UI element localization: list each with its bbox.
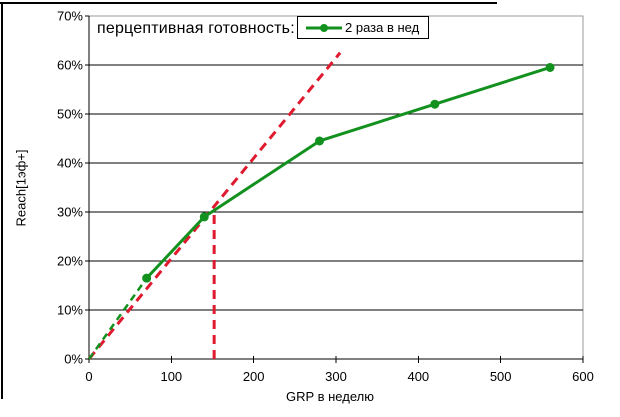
x-tick-label-300: 300: [325, 369, 347, 384]
frame-border-top: [0, 2, 497, 4]
x-tick-label-600: 600: [572, 369, 594, 384]
legend-title: перцептивная готовность:: [97, 20, 295, 37]
frame-border-left: [1, 2, 3, 399]
legend-entry-label: 2 раза в нед: [345, 20, 420, 35]
linear-reference-line: [87, 51, 342, 360]
x-tick-label-400: 400: [407, 369, 429, 384]
y-tick-label-10: 10%: [57, 303, 83, 318]
x-tick-label-0: 0: [85, 369, 92, 384]
x-tick-label-200: 200: [243, 369, 265, 384]
y-tick-label-20: 20%: [57, 254, 83, 269]
y-tick-label-70: 70%: [57, 9, 83, 24]
x-tick-label-500: 500: [490, 369, 512, 384]
legend-line-sample-icon: [306, 23, 342, 32]
data-point-420: [430, 99, 440, 109]
data-point-280: [315, 136, 325, 146]
legend: 2 раза в нед: [297, 16, 429, 39]
data-point-560: [545, 62, 555, 72]
y-tick-label-40: 40%: [57, 156, 83, 171]
data-point-140: [199, 212, 209, 222]
y-tick-label-60: 60%: [57, 58, 83, 73]
plot-border: [88, 15, 584, 360]
y-axis-title: Reach[1эф+]: [13, 149, 29, 227]
data-point-70: [142, 273, 152, 283]
x-axis-title: GRP в неделю: [286, 389, 374, 404]
x-tick-label-100: 100: [160, 369, 182, 384]
y-tick-label-0: 0%: [64, 352, 83, 367]
series-dashed-segment: [87, 277, 148, 360]
series-line: [145, 65, 552, 280]
y-tick-label-50: 50%: [57, 107, 83, 122]
y-tick-label-30: 30%: [57, 205, 83, 220]
